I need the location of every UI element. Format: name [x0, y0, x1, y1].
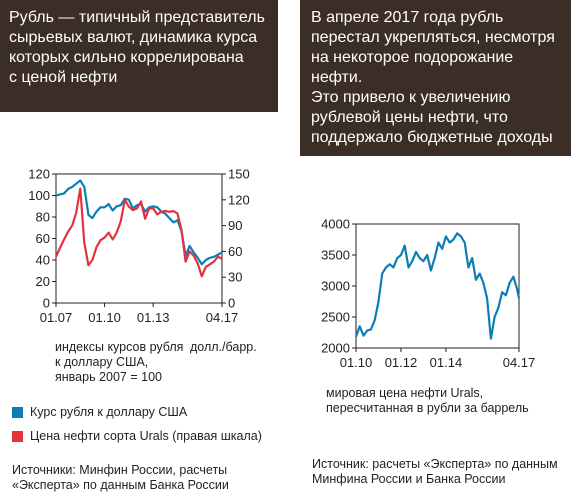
- right-source-note: Источник: расчеты «Эксперта» по данным М…: [312, 457, 558, 486]
- legend-swatch-ruble: [12, 406, 23, 418]
- y2-tick-label: 60: [228, 244, 242, 259]
- chart-urals-rubles: 2000 2500 3000 3500 4000 01.10 01.12 01.14 04.17: [321, 217, 536, 371]
- legend-label-ruble: Курс рубля к доллару США: [30, 405, 188, 419]
- x-tick-label: 04.17: [206, 310, 239, 325]
- y-tick-label: 120: [28, 167, 50, 182]
- left-axis-caption: индексы курсов рубля к доллару США, янва…: [55, 340, 184, 384]
- legend-label-oil: Цена нефти сорта Urals (правая шкала): [30, 429, 262, 443]
- legend-item-oil: Цена нефти сорта Urals (правая шкала): [12, 429, 262, 443]
- y2-tick-label: 30: [228, 270, 242, 285]
- y2-tick-label: 150: [228, 167, 250, 182]
- x-tick-label: 01.10: [340, 355, 373, 370]
- y-tick-label: 4000: [321, 217, 350, 232]
- y-tick-label: 0: [43, 296, 50, 311]
- series-line-1: [55, 187, 223, 278]
- y-tick-label: 3500: [321, 248, 350, 263]
- x-tick-label: 01.13: [137, 310, 170, 325]
- right-chart-caption: мировая цена нефти Urals, пересчитанная …: [326, 386, 529, 415]
- left-panel-title: Рубль — типичный представитель сырьевых …: [0, 0, 278, 112]
- y2-tick-label: 0: [228, 296, 235, 311]
- y-tick-label: 80: [36, 210, 50, 225]
- series-line-0: [354, 232, 521, 340]
- y-tick-label: 3000: [321, 279, 350, 294]
- y-tick-label: 60: [36, 231, 50, 246]
- x-tick-label: 01.07: [40, 310, 73, 325]
- left-source-note: Источники: Минфин России, расчеты «Экспе…: [12, 463, 229, 492]
- x-tick-label: 01.12: [385, 355, 418, 370]
- y2-tick-label: 90: [228, 218, 242, 233]
- y-tick-label: 100: [28, 188, 50, 203]
- legend-swatch-oil: [12, 430, 23, 442]
- y-tick-label: 2000: [321, 341, 350, 356]
- y-tick-label: 2500: [321, 310, 350, 325]
- y2-tick-label: 120: [228, 192, 250, 207]
- legend-item-ruble: Курс рубля к доллару США: [12, 405, 187, 419]
- y-tick-label: 40: [36, 253, 50, 268]
- x-tick-label: 04.17: [503, 355, 536, 370]
- x-tick-label: 01.10: [88, 310, 121, 325]
- x-tick-label: 01.14: [430, 355, 463, 370]
- y-tick-label: 20: [36, 274, 50, 289]
- right-panel-title: В апреле 2017 года рубль перестал укрепл…: [300, 0, 571, 156]
- chart-ruble-vs-oil: 0 20 40 60 80 100 120 0 30 60 90 120 150 01.07 01.10 01…: [28, 167, 250, 326]
- right-axis-caption: долл./барр.: [190, 340, 257, 354]
